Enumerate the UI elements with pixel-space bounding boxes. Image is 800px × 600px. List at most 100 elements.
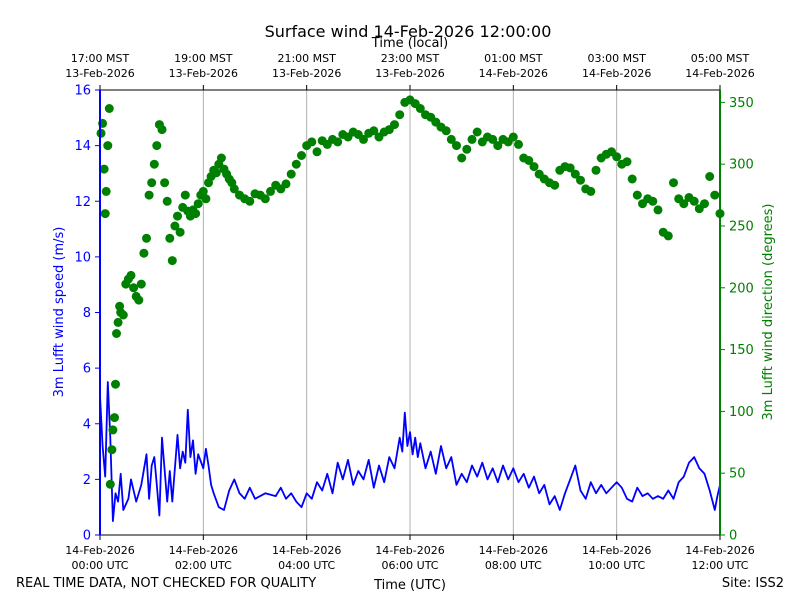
y-tick-label-right: 350 [729, 96, 754, 111]
direction-point [586, 186, 596, 196]
direction-point [260, 194, 270, 204]
y-tick-label-right: 300 [729, 158, 754, 173]
y-tick-label-left: 16 [74, 84, 91, 99]
top-tick-label-time: 01:00 MST [484, 52, 543, 65]
direction-point [173, 211, 182, 221]
axis-ticks: 14-Feb-2026 00:00 UTC 14-Feb-2026 02:00 UTC… [65, 52, 754, 572]
y-tick-label-left: 4 [83, 417, 91, 432]
direction-point [165, 233, 175, 243]
direction-point [101, 186, 111, 196]
direction-point [297, 151, 306, 160]
direction-point [104, 104, 114, 113]
x-tick-label-time: 04:00 UTC [278, 559, 335, 572]
direction-point [107, 445, 117, 455]
top-tick-label-date: 14-Feb-2026 [479, 67, 548, 80]
direction-point [162, 196, 172, 206]
direction-point [493, 141, 503, 151]
direction-point [193, 199, 203, 209]
top-tick-label-time: 05:00 MST [691, 52, 750, 65]
direction-point [286, 169, 296, 179]
direction-point [191, 209, 201, 219]
direction-point [441, 126, 451, 136]
direction-point [307, 137, 317, 147]
direction-point [105, 479, 115, 489]
direction-point [591, 165, 601, 175]
direction-point [627, 174, 637, 184]
speed-line [99, 381, 721, 522]
site-label: Site: ISS2 [721, 576, 784, 591]
direction-point [118, 310, 128, 320]
y-tick-label-left: 14 [74, 139, 91, 154]
direction-point [142, 233, 151, 243]
direction-point [648, 196, 658, 206]
x-tick-label-date: 14-Feb-2026 [272, 544, 341, 557]
top-tick-label-time: 21:00 MST [277, 52, 336, 65]
direction-point [112, 329, 121, 338]
top-tick-label-time: 19:00 MST [174, 52, 233, 65]
direction-point [632, 190, 642, 200]
direction-point [129, 283, 139, 293]
top-tick-label-date: 13-Feb-2026 [375, 67, 444, 80]
direction-point [467, 134, 477, 144]
direction-point [565, 163, 575, 173]
direction-point [103, 141, 113, 151]
y-tick-label-right: 250 [729, 219, 754, 234]
direction-point [144, 190, 154, 200]
y-tick-label-right: 50 [729, 467, 746, 482]
top-tick-label-date: 13-Feb-2026 [272, 67, 341, 80]
direction-point [710, 190, 720, 200]
direction-point [216, 153, 226, 163]
direction-point [160, 178, 170, 188]
direction-point [139, 248, 149, 258]
direction-point [113, 317, 123, 327]
top-tick-label-time: 23:00 MST [381, 52, 440, 65]
direction-point [126, 270, 136, 280]
direction-point [291, 159, 301, 169]
direction-point [446, 134, 456, 144]
direction-point [111, 379, 120, 389]
top-tick-label-time: 03:00 MST [587, 52, 646, 65]
direction-series [96, 95, 725, 489]
direction-point [550, 180, 560, 190]
direction-point [457, 153, 467, 163]
direction-point [576, 175, 585, 185]
direction-point [395, 110, 405, 120]
direction-point [612, 152, 622, 162]
y-tick-label-left: 6 [83, 362, 91, 377]
x-tick-label-time: 08:00 UTC [485, 559, 542, 572]
y-tick-label-left: 10 [74, 250, 91, 265]
direction-point [201, 194, 211, 204]
direction-point [390, 120, 399, 130]
x-tick-label-time: 10:00 UTC [588, 559, 645, 572]
direction-point [669, 178, 678, 188]
direction-point [175, 227, 185, 237]
y-tick-label-left: 12 [74, 195, 91, 210]
direction-point [136, 279, 146, 289]
y-tick-label-right: 0 [729, 529, 737, 544]
direction-point [266, 186, 275, 196]
direction-point [524, 156, 534, 165]
direction-point [508, 132, 518, 142]
y-axis-label-left: 3m Lufft wind speed (m/s) [52, 227, 67, 398]
chart-title: Surface wind 14-Feb-2026 12:00:00 [265, 22, 552, 41]
direction-point [245, 196, 255, 206]
direction-point [462, 144, 472, 154]
x-tick-label-time: 06:00 UTC [381, 559, 438, 572]
direction-point [211, 168, 221, 178]
direction-point [167, 256, 177, 266]
direction-point [570, 169, 580, 179]
x-tick-label-date: 14-Feb-2026 [375, 544, 444, 557]
direction-point [108, 425, 118, 435]
direction-point [134, 295, 144, 305]
direction-point [622, 157, 632, 167]
y-tick-label-left: 8 [83, 306, 91, 321]
x-tick-label-date: 14-Feb-2026 [65, 544, 134, 557]
x-tick-label-date: 14-Feb-2026 [169, 544, 238, 557]
direction-point [312, 147, 322, 157]
direction-point [369, 126, 379, 136]
direction-point [653, 205, 663, 215]
y-tick-label-right: 100 [729, 405, 754, 420]
direction-point [359, 134, 368, 144]
quality-note: REAL TIME DATA, NOT CHECKED FOR QUALITY [16, 576, 317, 591]
x-tick-label-time: 12:00 UTC [691, 559, 748, 572]
